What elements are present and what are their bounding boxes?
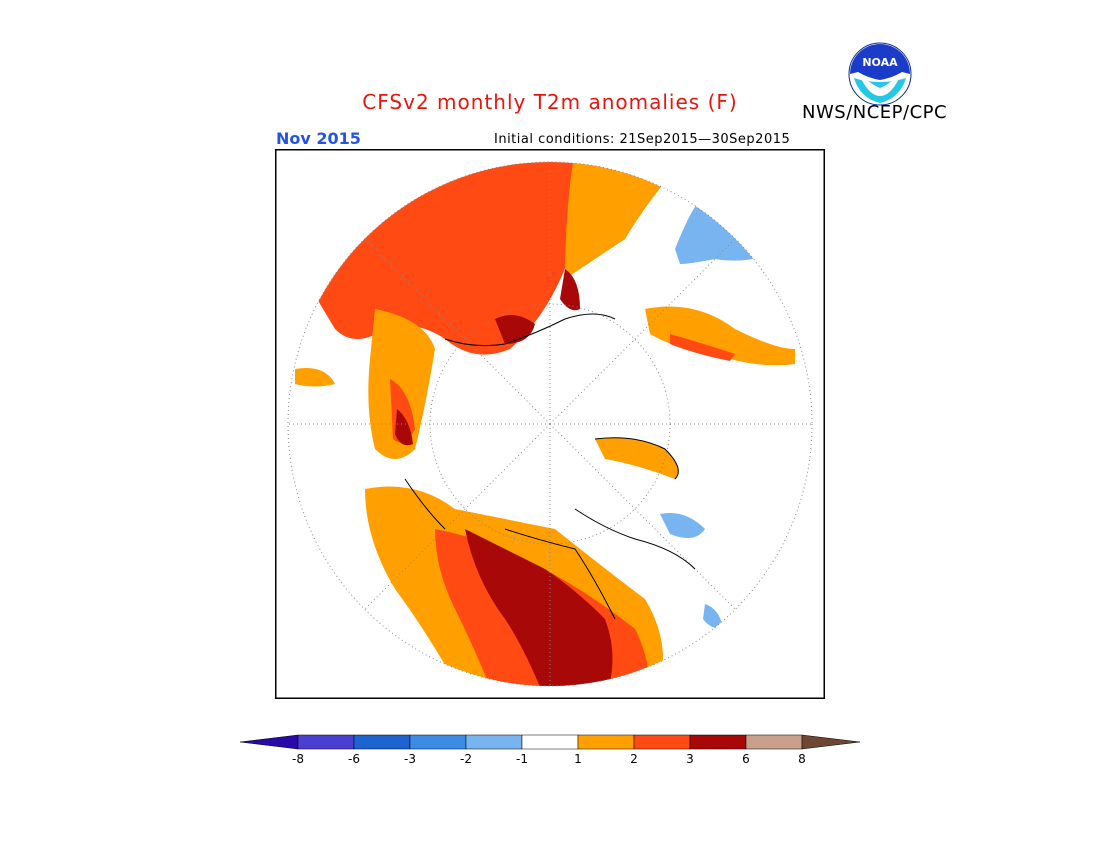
month-label: Nov 2015 [276,129,361,148]
anomaly-region-greenland-1-2 [595,437,679,479]
colorbar-tick-label: -6 [348,752,360,766]
colorbar-box [465,734,523,750]
colorbar-box [633,734,691,750]
chart-title: CFSv2 monthly T2m anomalies (F) [362,90,738,114]
colorbar-arrow-high [801,734,861,750]
colorbar-tick-label: 3 [686,752,694,766]
anomaly-region-siberia-2-3 [305,162,605,355]
agency-label: NWS/NCEP/CPC [802,102,948,123]
colorbar-tick-label: -8 [292,752,304,766]
coastlines [404,313,696,620]
colorbar: -8 -6 -3 -2 -1 1 2 3 6 8 [239,734,861,766]
colorbar-arrow-low [239,734,299,750]
colorbar-tick-label: 2 [630,752,638,766]
anomaly-region-atlantic-cold-2 [703,604,723,629]
colorbar-tick-label: -2 [460,752,472,766]
colorbar-box [521,734,579,750]
anomaly-region-atlantic-cold [660,513,705,538]
colorbar-box [409,734,467,750]
colorbar-box [353,734,411,750]
globe-outline [287,161,813,687]
colorbar-box [577,734,635,750]
noaa-logo: NOAA [848,42,912,106]
polar-anomaly-map [275,149,825,699]
initial-conditions-label: Initial conditions: 21Sep2015—30Sep2015 [494,132,791,147]
logo-text: NOAA [862,56,898,69]
colorbar-box [297,734,355,750]
colorbar-box [689,734,747,750]
anomaly-region-europe-3-6 [395,409,413,446]
colorbar-tick-label: -3 [404,752,416,766]
anomaly-region-kamchatka-3-6 [560,269,580,311]
anomaly-region-europe-1-2 [368,309,435,459]
colorbar-box [745,734,803,750]
anomaly-region-alaska-1-2 [645,306,795,366]
colorbar-tick-label: 6 [742,752,750,766]
anomaly-region-west-europe-1-2 [295,368,335,387]
colorbar-tick-label: 1 [574,752,582,766]
colorbar-tick-label: -1 [516,752,528,766]
anomaly-region-alaska-2-3 [670,334,735,361]
anomaly-region-canada-3-6 [465,529,613,686]
colorbar-tick-label: 8 [798,752,806,766]
